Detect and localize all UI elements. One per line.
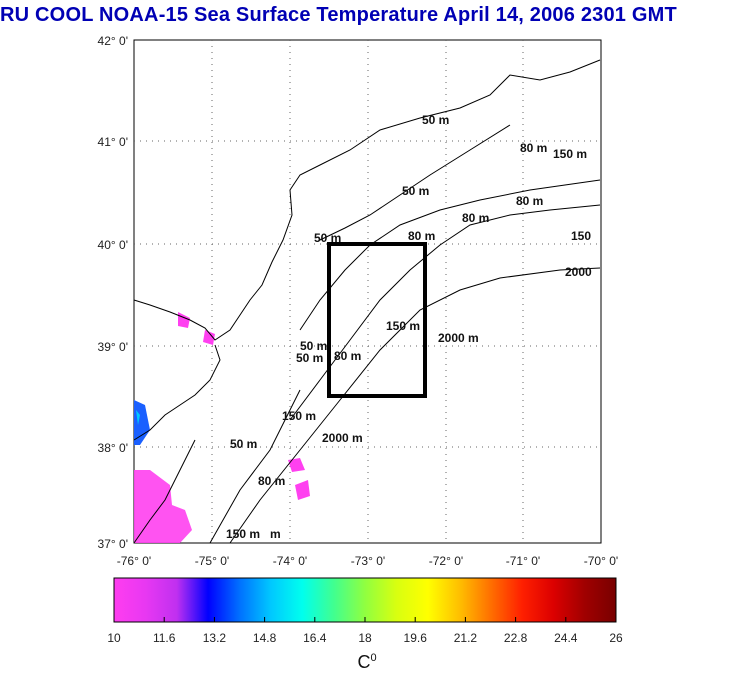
contour-label: 80 m [334,349,361,363]
map-title: RU COOL NOAA-15 Sea Surface Temperature … [0,4,677,26]
contour-label: 2000 [565,265,592,279]
sst-patch-offshore-1 [288,458,305,472]
coastline-peninsula [133,439,196,544]
contour-label-layer: 50 m 80 m 150 m 50 m 50 m 80 m 80 m 150 … [226,113,592,541]
map-frame [133,39,602,544]
contour-label: 80 m [516,194,543,208]
contour-label: 80 m [462,211,489,225]
contour-label: 2000 m [322,431,363,445]
contour-label: 50 m [422,113,449,127]
isobath-50m-south [209,389,301,544]
lat-tick-label: 41° 0' [98,135,128,149]
lat-tick-label: 37° 0' [98,537,128,551]
colorbar-tick-label: 14.8 [253,631,277,645]
colorbar-tick-label: 16.4 [303,631,327,645]
contour-label: 50 m [300,339,327,353]
contour-label: 80 m [408,229,435,243]
colorbar-tick-label: 18 [358,631,372,645]
lat-tick-label: 40° 0' [98,238,128,252]
sst-patch-cyan [136,410,140,425]
coastline [133,59,601,341]
lon-tick-label: -71° 0' [506,554,540,568]
contour-label: 50 m [402,184,429,198]
contour-label: 50 m [314,231,341,245]
contour-label: 2000 m [438,331,479,345]
lon-axis: -76° 0' -75° 0' -74° 0' -73° 0' -72° 0' … [117,554,618,568]
colorbar-unit-label: C0 [352,652,382,673]
contour-label: 80 m [258,474,285,488]
contour-label: 80 m [520,141,547,155]
colorbar-tick-label: 11.6 [153,631,176,645]
contour-label: 150 m [553,147,587,161]
colorbar [113,577,617,623]
lat-tick-label: 39° 0' [98,340,128,354]
sst-patch-offshore-2 [295,480,310,500]
sst-patch-coastal-south [134,470,192,543]
colorbar-tick-label: 26 [609,631,623,645]
colorbar-unit-superscript: 0 [370,652,377,664]
isobath-50m-north [319,124,511,241]
colorbar-tick-label: 24.4 [554,631,578,645]
contour-label: 150 [571,229,591,243]
study-area-box [327,242,427,398]
contour-label: 50 m [296,351,323,365]
colorbar-tick-label: 19.6 [404,631,428,645]
lon-tick-label: -70° 0' [584,554,618,568]
contour-label: 150 m [386,319,420,333]
lat-axis: 42° 0' 41° 0' 40° 0' 39° 0' 38° 0' 37° 0… [98,34,128,551]
contour-label: 50 m [230,437,257,451]
isobath-2000m [229,267,601,544]
lon-tick-label: -76° 0' [117,554,151,568]
lon-tick-label: -75° 0' [195,554,229,568]
sst-patch-north-2 [203,330,215,345]
lat-tick-label: 42° 0' [98,34,128,48]
colorbar-tick-label: 22.8 [504,631,528,645]
sst-patch-delaware-bay [134,400,150,445]
coastline-south [133,344,221,441]
contour-label: m [270,527,281,541]
lon-tick-label: -73° 0' [351,554,385,568]
lat-tick-label: 38° 0' [98,441,128,455]
colorbar-unit-text: C [357,652,371,672]
lon-tick-label: -74° 0' [273,554,307,568]
contour-label: 150 m [226,527,260,541]
colorbar-tick-label: 10 [107,631,121,645]
colorbar-tick-label: 13.2 [203,631,227,645]
lon-tick-label: -72° 0' [429,554,463,568]
contour-label: 150 m [282,409,316,423]
colorbar-ticks: 10 11.6 13.2 14.8 16.4 18 19.6 21.2 22.8 24.4 26 [107,617,623,645]
colorbar-tick-label: 21.2 [454,631,478,645]
